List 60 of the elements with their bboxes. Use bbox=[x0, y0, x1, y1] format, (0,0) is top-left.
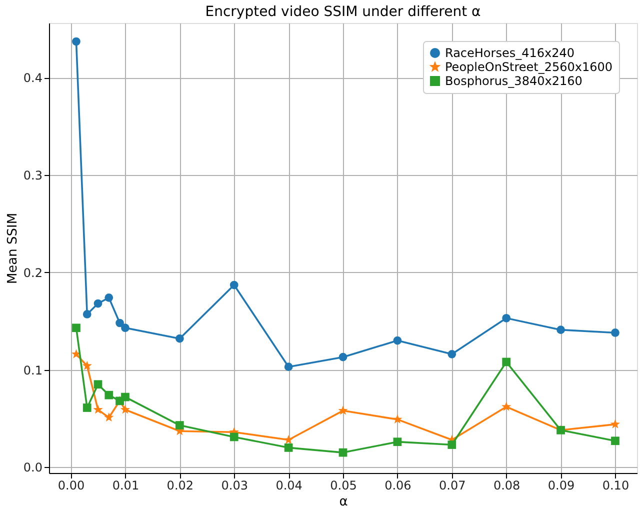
y-axis-title: Mean SSIM bbox=[5, 212, 20, 284]
point bbox=[121, 324, 130, 332]
point bbox=[104, 390, 114, 400]
x-tick-label: 0.09 bbox=[548, 478, 575, 492]
x-tick-label: 0.05 bbox=[330, 478, 357, 492]
point bbox=[338, 448, 348, 457]
point bbox=[93, 404, 103, 414]
point bbox=[611, 328, 620, 337]
point bbox=[393, 438, 402, 446]
y-tick-label: 0.1 bbox=[23, 363, 42, 378]
x-tick-label: 0.10 bbox=[602, 478, 630, 492]
point bbox=[104, 294, 114, 302]
x-tick-label: 0.07 bbox=[439, 478, 466, 492]
point bbox=[82, 360, 92, 370]
y-tick-label: 0.2 bbox=[23, 266, 42, 280]
x-tick-label: 0.03 bbox=[221, 478, 248, 492]
point bbox=[502, 314, 511, 322]
point bbox=[284, 362, 293, 372]
point bbox=[230, 432, 238, 442]
point bbox=[610, 419, 620, 428]
point bbox=[393, 336, 402, 345]
point bbox=[175, 334, 184, 343]
point bbox=[72, 324, 80, 332]
point bbox=[71, 349, 82, 358]
x-axis-title: α bbox=[339, 494, 348, 510]
point bbox=[502, 358, 511, 366]
point bbox=[448, 440, 456, 449]
point bbox=[502, 402, 512, 411]
x-tick-label: 0.01 bbox=[112, 478, 140, 492]
point bbox=[448, 350, 456, 358]
point bbox=[120, 404, 130, 414]
point bbox=[392, 414, 402, 424]
x-tick-label: 0.04 bbox=[276, 478, 302, 492]
point bbox=[338, 406, 348, 415]
point bbox=[94, 299, 102, 308]
chart-title: Encrypted video SSIM under different α bbox=[205, 4, 481, 20]
y-tick-label: 0.3 bbox=[23, 168, 42, 182]
point bbox=[611, 436, 620, 446]
legend-label: RaceHorses_416x240 bbox=[445, 46, 575, 60]
y-tick-label: 0.4 bbox=[23, 71, 42, 86]
point bbox=[116, 318, 124, 328]
legend-label: Bosphorus_3840x2160 bbox=[445, 74, 582, 88]
point bbox=[175, 421, 184, 430]
point bbox=[121, 392, 130, 402]
x-tick-label: 0.08 bbox=[493, 478, 520, 492]
x-tick-label: 0.02 bbox=[166, 478, 194, 492]
x-tick-label: 0.06 bbox=[384, 478, 412, 492]
x-tick-label: 0.00 bbox=[58, 478, 85, 492]
point bbox=[338, 352, 348, 362]
point bbox=[230, 280, 238, 290]
point bbox=[556, 326, 565, 334]
legend-label: PeopleOnStreet_2560x1600 bbox=[445, 60, 613, 74]
point bbox=[284, 443, 293, 452]
point bbox=[82, 310, 92, 318]
point bbox=[82, 404, 92, 412]
y-tick-label: 0.0 bbox=[23, 460, 42, 475]
point bbox=[72, 37, 80, 46]
point bbox=[94, 380, 102, 389]
point bbox=[104, 412, 114, 422]
point bbox=[284, 434, 294, 444]
